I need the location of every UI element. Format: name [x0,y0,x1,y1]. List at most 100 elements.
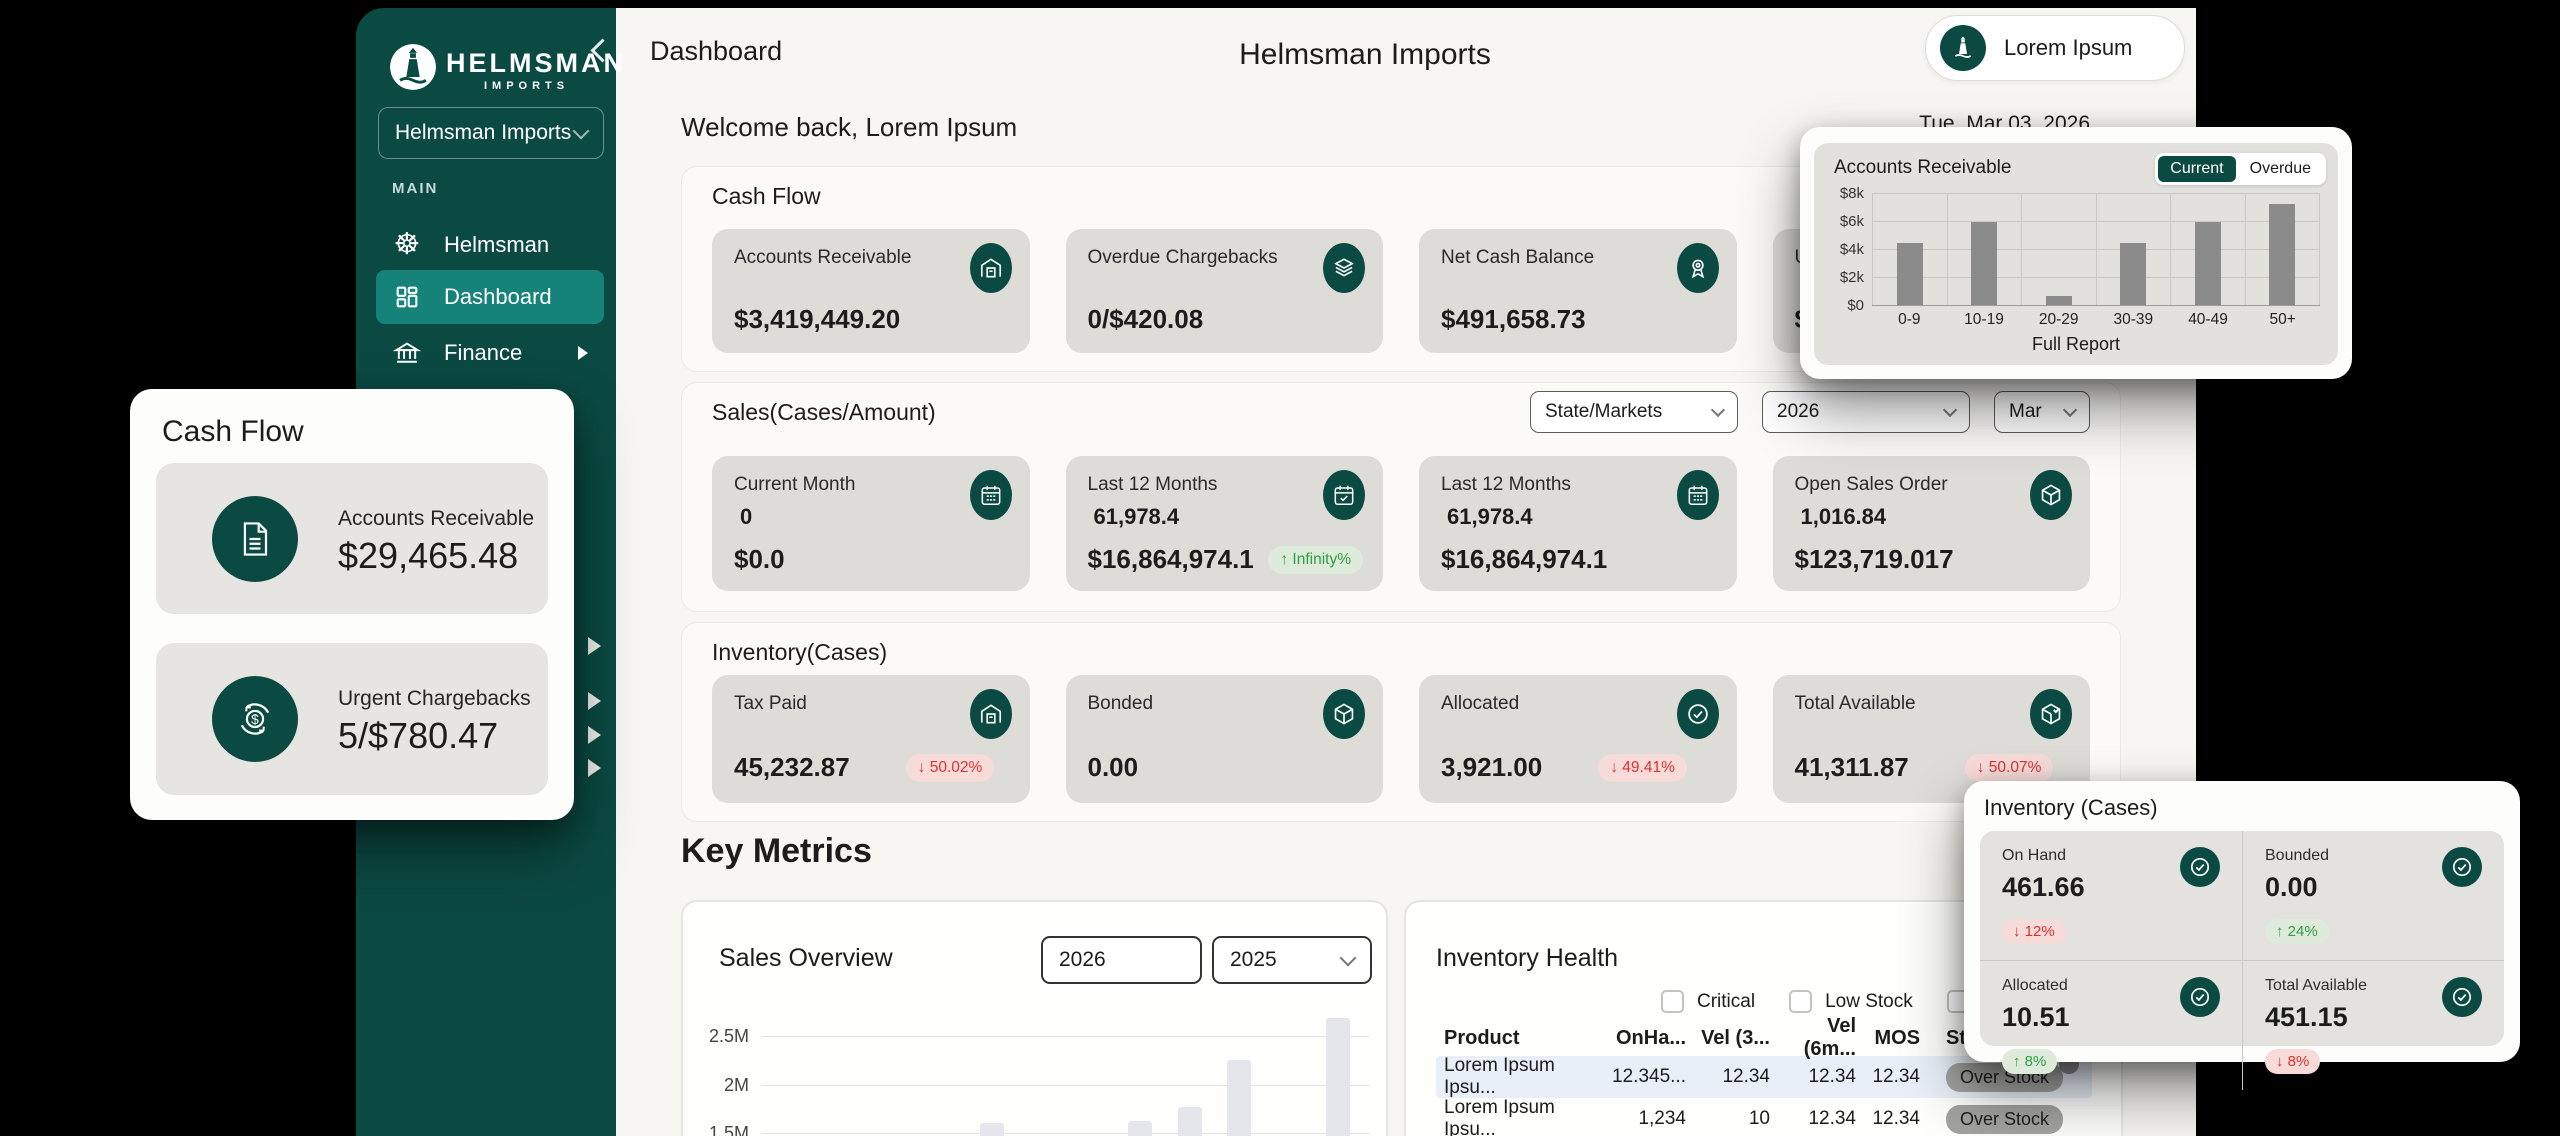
ar-bar-30-39 [2120,243,2147,305]
ar-bar-0-9 [1896,243,1923,305]
cell-product: Lorem Ipsum Ipsu... [1444,1097,1555,1136]
sidebar-item-dashboard[interactable]: Dashboard [376,270,604,324]
hidden-item-arrow-icon [588,759,601,777]
metric-card-current-month[interactable]: Current Month 0 $0.0 [712,456,1030,591]
filter-low-stock[interactable]: Low Stock [1789,990,1913,1013]
checkbox-icon[interactable] [1789,990,1813,1013]
card-amount: $16,864,974.1 [1087,544,1254,574]
ar-bar-50+ [2269,204,2296,305]
card-label: Overdue Chargebacks [1087,247,1278,268]
dashboard-grid-icon [392,282,422,312]
card-value: 0.00 [1087,752,1139,782]
org-selector[interactable]: Helmsman Imports [378,107,604,159]
inventory-cell-on-hand[interactable]: On Hand 461.66 ↓ 12% [1980,831,2242,960]
card-value: 45,232.87 [734,752,850,782]
card-label: Total Available [1794,693,1916,714]
user-name: Lorem Ipsum [2004,35,2133,60]
so-bar [980,1123,1004,1136]
inventory-cell-bounded[interactable]: Bounded 0.00 ↑ 24% [2242,831,2504,960]
user-menu-button[interactable]: Lorem Ipsum [1925,15,2185,81]
current-overdue-toggle[interactable]: Current Overdue [2155,153,2326,185]
cell-label: Bounded [2265,847,2330,864]
warehouse-icon [969,689,1012,739]
axis-tick: 2.5M [708,1026,749,1046]
compare-year-select[interactable]: 2025 [1212,936,1372,984]
table-row[interactable]: Lorem Ipsum Ipsu... 1,234 10 12.34 12.34… [1436,1097,2092,1136]
chevron-down-icon [2062,402,2078,418]
col-header: Vel (6m... [1803,1015,1856,1060]
trend-badge: ↑ 24% [2265,919,2329,944]
cube-icon [1323,689,1365,739]
cell-value: 451.15 [2265,1002,2348,1032]
metric-card-allocated[interactable]: Allocated 3,921.00 ↓ 49.41% [1419,675,1737,803]
card-value: 41,311.87 [1794,752,1909,782]
cube-check-icon [2030,689,2072,739]
axis-tick: 1.5M [708,1123,749,1136]
col-header: Product [1444,1026,1520,1049]
calendar-icon [1676,470,1719,520]
ar-ytick: $6k [1839,213,1864,230]
metric-card-open-sales-order[interactable]: Open Sales Order 1,016.84 $123,719.017 [1772,456,2090,591]
ar-xlabel: 20-29 [2038,311,2079,328]
status-badge: Over Stock [1946,1104,2064,1134]
ar-column [2021,193,2096,305]
toggle-current[interactable]: Current [2158,156,2236,182]
so-bar [1326,1018,1350,1136]
checkbox-label: Critical [1697,990,1756,1012]
ar-bar-10-19 [1971,222,1998,305]
metric-card-accounts-receivable[interactable]: Accounts Receivable $3,419,449.20 [712,229,1030,353]
ar-xlabel: 30-39 [2113,311,2154,328]
document-icon [212,495,298,582]
inventory-health-table: Product OnHa... Vel (3... Vel (6m... MOS… [1436,1015,2092,1136]
card-amount: $16,864,974.1 [1441,544,1608,574]
overlay-item-urgent-chargebacks[interactable]: $ Urgent Chargebacks 5/$780.47 [156,643,548,795]
welcome-message: Welcome back, Lorem Ipsum [681,112,1018,142]
primary-year-select[interactable]: 2026 [1041,936,1202,984]
chart-panel: Accounts Receivable Current Overdue $8k $… [1814,143,2338,365]
sidebar-item-helmsman[interactable]: ☸ Helmsman [376,218,604,272]
so-gridline: 1.5M [709,1123,1369,1136]
inventory-cell-allocated[interactable]: Allocated 10.51 ↑ 8% [1980,960,2242,1090]
filter-critical[interactable]: Critical [1661,990,1755,1013]
metric-card-tax-paid[interactable]: Tax Paid 45,232.87 ↓ 50.02% [712,675,1030,803]
check-circle-icon [1676,689,1719,739]
select-value: Mar [2009,401,2042,422]
trend-badge: ↓ 49.41% [1598,753,1687,782]
year-select[interactable]: 2026 [1762,391,1970,433]
state-markets-select[interactable]: State/Markets [1530,391,1738,433]
select-value: State/Markets [1545,401,1663,422]
card-label: Last 12 Months [1087,474,1218,495]
sidebar-item-finance[interactable]: Finance [376,326,604,380]
card-label: Open Sales Order [1794,474,1948,495]
ar-column [2095,193,2171,305]
card-label: Last 12 Months [1441,474,1571,495]
col-header: OnHa... [1615,1026,1686,1049]
full-report-link[interactable]: Full Report [2031,334,2121,354]
hidden-item-arrow-icon [588,726,601,744]
ar-bar-20-29 [2045,295,2072,305]
table-row[interactable]: Lorem Ipsum Ipsu... 12.345... 12.34 12.3… [1436,1055,2092,1098]
metric-card-bonded[interactable]: Bonded 0.00 [1065,675,1383,803]
card-value: 0/$420.08 [1087,304,1204,334]
trend-badge: ↓ 8% [2265,1049,2321,1074]
trend-badge: ↑ 8% [2002,1049,2058,1074]
month-select[interactable]: Mar [1994,391,2090,433]
card-value: $3,419,449.20 [734,304,901,334]
trend-badge: ↓ 50.07% [1964,753,2054,782]
metric-card-last-12-months-amount[interactable]: Last 12 Months 61,978.4 $16,864,974.1 [1419,456,1737,591]
inventory-cell-total-available[interactable]: Total Available 451.15 ↓ 8% [2242,960,2504,1090]
overlay-item-accounts-receivable[interactable]: Accounts Receivable $29,465.48 [156,463,548,614]
sidebar-item-label: Dashboard [444,284,552,309]
overlay-item-label: Accounts Receivable [338,507,535,530]
check-circle-icon [2442,847,2482,887]
section-title: Inventory(Cases) [712,639,888,665]
chevron-down-icon [572,122,590,140]
card-amount: $0.0 [734,544,785,574]
bank-icon [392,338,422,368]
calendar-check-icon [1323,470,1365,520]
toggle-overdue[interactable]: Overdue [2249,160,2311,177]
metric-card-last-12-months[interactable]: Last 12 Months 61,978.4 $16,864,974.1 ↑ … [1065,456,1383,591]
metric-card-net-cash-balance[interactable]: Net Cash Balance $491,658.73 [1419,229,1737,353]
metric-card-overdue-chargebacks[interactable]: Overdue Chargebacks 0/$420.08 [1065,229,1383,353]
checkbox-icon[interactable] [1661,990,1684,1013]
